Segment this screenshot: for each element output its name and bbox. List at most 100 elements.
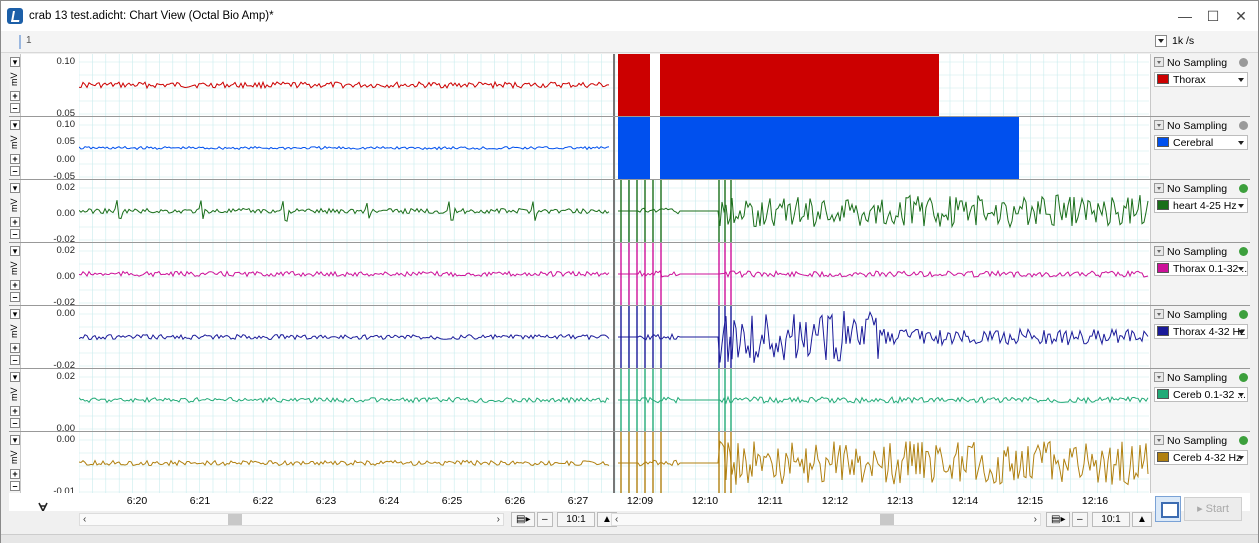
- y-tick-label: 0.10: [56, 119, 76, 130]
- info-icon[interactable]: [1239, 121, 1248, 130]
- waveform-plot[interactable]: [79, 306, 1149, 368]
- scale-zoom-in-button[interactable]: +: [10, 343, 20, 353]
- right-scrollbar[interactable]: ‹ ›: [611, 513, 1041, 526]
- y-tick-label: -0.02: [53, 234, 75, 245]
- chevron-down-icon: [1238, 141, 1244, 145]
- right-zoom-out-button[interactable]: –: [1072, 512, 1088, 527]
- channel-name-dropdown[interactable]: Cerebral: [1154, 135, 1248, 150]
- sample-rate-dropdown[interactable]: [1155, 35, 1167, 47]
- y-tick-label: -0.05: [53, 171, 75, 182]
- channel-menu-button[interactable]: ▾: [10, 372, 20, 382]
- channel-controls: ▾ mV + –: [9, 180, 21, 242]
- left-scrollbar[interactable]: ‹ ›: [79, 513, 504, 526]
- channel-menu-button[interactable]: ▾: [10, 246, 20, 256]
- chevron-down-icon: [1154, 372, 1164, 382]
- info-icon[interactable]: [1239, 58, 1248, 67]
- scale-zoom-out-button[interactable]: –: [10, 292, 20, 302]
- waveform-trace-left: [79, 396, 610, 404]
- channel-name-dropdown[interactable]: heart 4-25 Hz: [1154, 198, 1248, 213]
- waveform-plot[interactable]: [79, 432, 1149, 494]
- channel-name: Cereb 4-32 Hz: [1173, 452, 1242, 464]
- scale-zoom-out-button[interactable]: –: [10, 481, 20, 491]
- channel-menu-button[interactable]: ▾: [10, 435, 20, 445]
- time-tick-label: 12:15: [1016, 495, 1044, 507]
- channel-name-dropdown[interactable]: Cereb 0.1-32 ...: [1154, 387, 1248, 402]
- info-icon[interactable]: [1239, 436, 1248, 445]
- channel-color-swatch: [1157, 389, 1169, 399]
- sampling-dropdown[interactable]: No Sampling: [1154, 120, 1227, 132]
- minimize-button[interactable]: —: [1178, 8, 1192, 24]
- channel-name-dropdown[interactable]: Thorax 4-32 Hz: [1154, 324, 1248, 339]
- comment-marker[interactable]: [19, 35, 21, 49]
- chevron-down-icon: [1154, 246, 1164, 256]
- scale-zoom-out-button[interactable]: –: [10, 229, 20, 239]
- y-tick-label: 0.00: [56, 434, 76, 445]
- scroll-right-arrow[interactable]: ›: [496, 514, 500, 525]
- waveform-plot[interactable]: [79, 54, 1149, 116]
- channel-menu-button[interactable]: ▾: [10, 309, 20, 319]
- scale-zoom-out-button[interactable]: –: [10, 355, 20, 365]
- channel-menu-button[interactable]: ▾: [10, 183, 20, 193]
- scroll-left-arrow[interactable]: ‹: [83, 514, 87, 525]
- sampling-dropdown[interactable]: No Sampling: [1154, 57, 1227, 69]
- window-horizontal-scrollbar[interactable]: [1, 534, 1258, 543]
- scale-zoom-in-button[interactable]: +: [10, 469, 20, 479]
- channel-side-panel: No Sampling Thorax: [1150, 54, 1250, 116]
- channel-name: heart 4-25 Hz: [1173, 200, 1237, 212]
- right-zoom-level[interactable]: 10:1: [1092, 512, 1130, 527]
- left-display-settings-button[interactable]: ▤▸: [511, 512, 536, 527]
- sampling-dropdown[interactable]: No Sampling: [1154, 372, 1227, 384]
- y-tick-label: 0.00: [56, 308, 76, 319]
- scale-zoom-in-button[interactable]: +: [10, 154, 20, 164]
- y-axis-ticks: 0.00 -0.01: [21, 432, 79, 497]
- scale-zoom-in-button[interactable]: +: [10, 280, 20, 290]
- scale-zoom-out-button[interactable]: –: [10, 418, 20, 428]
- scale-zoom-in-button[interactable]: +: [10, 217, 20, 227]
- channel-name-dropdown[interactable]: Thorax 0.1-32 ...: [1154, 261, 1248, 276]
- labchart-app-icon: [7, 8, 23, 24]
- right-scroll-right-arrow[interactable]: ›: [1033, 514, 1037, 525]
- unit-label: mV: [9, 387, 19, 402]
- channel-controls: ▾ mV + –: [9, 306, 21, 368]
- scale-zoom-in-button[interactable]: +: [10, 91, 20, 101]
- right-display-settings-button[interactable]: ▤▸: [1046, 512, 1071, 527]
- saturated-signal-fill: [618, 54, 939, 116]
- maximize-button[interactable]: ☐: [1206, 8, 1220, 24]
- scale-zoom-out-button[interactable]: –: [10, 103, 20, 113]
- start-button[interactable]: ▸ Start: [1184, 497, 1242, 521]
- channel-menu-button[interactable]: ▾: [10, 57, 20, 67]
- waveform-trace-left: [79, 270, 610, 278]
- info-icon[interactable]: [1239, 184, 1248, 193]
- waveform-plot[interactable]: [79, 243, 1149, 305]
- waveform-plot[interactable]: [79, 117, 1149, 179]
- channel-menu-button[interactable]: ▾: [10, 120, 20, 130]
- setup-configuration-button[interactable]: [1155, 496, 1181, 522]
- unit-label: mV: [9, 261, 19, 276]
- y-tick-label: 0.02: [56, 245, 76, 256]
- chevron-down-icon: [1154, 120, 1164, 130]
- info-icon[interactable]: [1239, 373, 1248, 382]
- left-zoom-out-button[interactable]: –: [537, 512, 553, 527]
- sampling-dropdown[interactable]: No Sampling: [1154, 435, 1227, 447]
- chevron-down-icon: [1238, 456, 1244, 460]
- sampling-dropdown[interactable]: No Sampling: [1154, 183, 1227, 195]
- info-icon[interactable]: [1239, 247, 1248, 256]
- channel-controls: ▾ mV + –: [9, 432, 21, 494]
- waveform-plot[interactable]: [79, 180, 1149, 242]
- right-scroll-thumb[interactable]: [880, 514, 894, 525]
- sampling-dropdown[interactable]: No Sampling: [1154, 309, 1227, 321]
- right-zoom-in-button[interactable]: ▲: [1132, 512, 1152, 527]
- sampling-status: No Sampling: [1167, 372, 1228, 384]
- scale-zoom-in-button[interactable]: +: [10, 406, 20, 416]
- channel-name-dropdown[interactable]: Cereb 4-32 Hz: [1154, 450, 1248, 465]
- right-scroll-left-arrow[interactable]: ‹: [615, 514, 619, 525]
- info-icon[interactable]: [1239, 310, 1248, 319]
- sampling-dropdown[interactable]: No Sampling: [1154, 246, 1227, 258]
- left-scroll-thumb[interactable]: [228, 514, 242, 525]
- waveform-trace-left: [79, 145, 610, 151]
- channel-name-dropdown[interactable]: Thorax: [1154, 72, 1248, 87]
- waveform-plot[interactable]: [79, 369, 1149, 431]
- close-button[interactable]: ✕: [1235, 8, 1247, 24]
- left-zoom-level[interactable]: 10:1: [557, 512, 595, 527]
- scale-zoom-out-button[interactable]: –: [10, 166, 20, 176]
